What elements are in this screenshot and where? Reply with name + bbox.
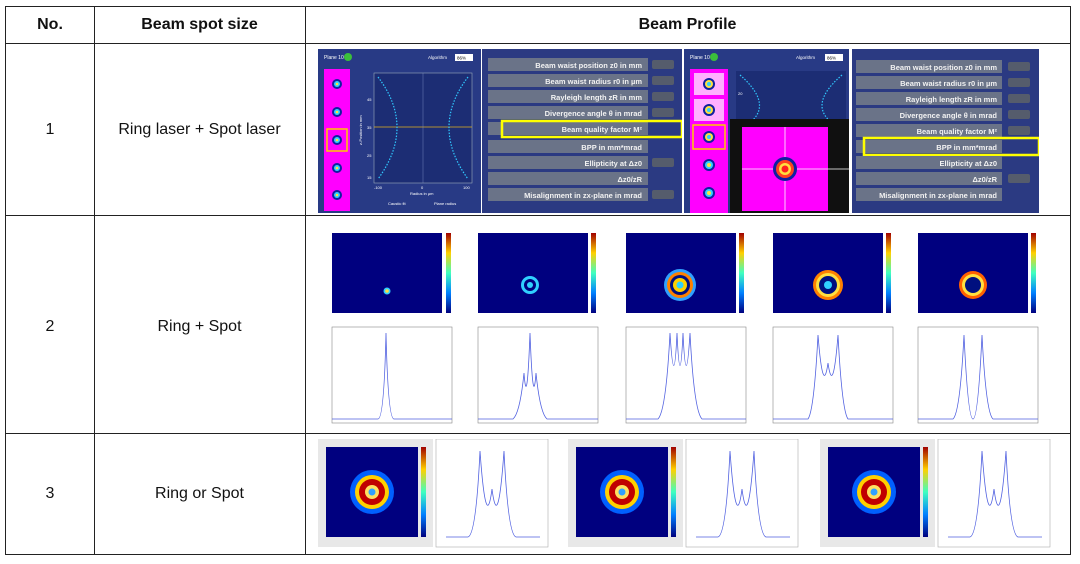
col-divider-2 xyxy=(305,7,306,554)
row1-caustic-svg: Plane 10 Algorithm 86% 45 35 25 xyxy=(318,49,481,213)
row2-size: Ring + Spot xyxy=(157,318,242,335)
param-left-8: Δz0/zR xyxy=(617,175,642,184)
row-divider-header xyxy=(6,43,1070,44)
panel2-algo: Algorithm xyxy=(796,55,815,60)
row3-simulation-plots xyxy=(318,439,1063,549)
param-left-7: Ellipticity at Δz0 xyxy=(585,159,643,168)
panel2-tick: 20 xyxy=(738,91,743,96)
panel1-xtick-1: -100 xyxy=(374,185,383,190)
row3-profile-3 xyxy=(937,439,1051,548)
row1-beam-image-panel: Plane 10 Algorithm 86% 20 xyxy=(684,49,849,213)
row3-profile-1 xyxy=(435,439,549,548)
row1-params-left-panel: Beam waist position z0 in mm Beam waist … xyxy=(482,49,682,213)
row3-simulation-svg xyxy=(318,439,1051,548)
panel1-legend-1: Caustic fit xyxy=(388,201,406,206)
panel1-ytick-4: 15 xyxy=(367,175,372,180)
row2-profile-2 xyxy=(477,326,599,424)
row2-no: 2 xyxy=(45,318,55,335)
row1-params-right-svg: Beam waist position z0 in mm Beam waist … xyxy=(852,49,1039,213)
header-beam-spot-size: Beam spot size xyxy=(141,16,258,33)
param-right-2: Beam waist radius r0 in µm xyxy=(900,79,997,88)
panel1-algo-val: 86% xyxy=(457,56,466,61)
row1-no: 1 xyxy=(45,121,55,138)
param-left-4: Divergence angle θ in mrad xyxy=(545,109,643,118)
header-no: No. xyxy=(37,16,63,33)
row-divider-1 xyxy=(6,215,1070,216)
row2-profile-5 xyxy=(917,326,1039,424)
row2-intensity-map-4 xyxy=(773,233,891,313)
param-left-3: Rayleigh length zR in mm xyxy=(551,93,643,102)
param-right-1: Beam waist position z0 in mm xyxy=(890,63,997,72)
row2-profile-4 xyxy=(772,326,894,424)
row2-profile-3 xyxy=(625,326,747,424)
comparison-table: No. Beam spot size Beam Profile 1 Ring l… xyxy=(5,6,1071,555)
row2-intensity-map-1 xyxy=(332,233,451,313)
panel1-ytick-1: 45 xyxy=(367,97,372,102)
param-right-3: Rayleigh length zR in mm xyxy=(906,95,998,104)
panel1-ylabel: z-Position in mm xyxy=(358,115,363,145)
panel1-xlabel: Radius in µm xyxy=(410,191,434,196)
param-right-5: Beam quality factor M² xyxy=(917,127,998,136)
row2-profile-1 xyxy=(331,326,453,424)
panel1-plane: Plane 10 xyxy=(324,55,344,61)
param-right-4: Divergence angle θ in mrad xyxy=(900,111,998,120)
param-left-1: Beam waist position z0 in mm xyxy=(535,61,642,70)
row1-params-left-svg: Beam waist position z0 in mm Beam waist … xyxy=(482,49,682,213)
param-right-9: Misalignment in zx-plane in mrad xyxy=(879,191,997,200)
row3-profile-2 xyxy=(685,439,799,548)
panel1-beam-thumbnails xyxy=(326,79,348,200)
row3-no: 3 xyxy=(45,485,55,502)
row1-caustic-panel: Plane 10 Algorithm 86% 45 35 25 xyxy=(318,49,481,213)
row2-simulation-plots xyxy=(318,223,1063,429)
col-divider-1 xyxy=(94,7,95,554)
param-right-8: Δz0/zR xyxy=(972,175,997,184)
row-divider-2 xyxy=(6,433,1070,434)
panel1-legend-2: Plane radius xyxy=(434,201,456,206)
row2-simulation-svg xyxy=(331,233,1039,424)
row1-size: Ring laser + Spot laser xyxy=(118,121,281,138)
panel2-plane: Plane 10 xyxy=(690,55,710,61)
row3-intensity-map-1 xyxy=(318,439,433,547)
param-left-2: Beam waist radius r0 in µm xyxy=(545,77,642,86)
panel1-ytick-3: 25 xyxy=(367,153,372,158)
header-beam-profile: Beam Profile xyxy=(638,16,737,33)
row2-intensity-map-3 xyxy=(626,233,744,313)
row3-intensity-map-3 xyxy=(820,439,935,547)
row3-size: Ring or Spot xyxy=(155,485,244,502)
param-left-9: Misalignment in zx-plane in mrad xyxy=(524,191,642,200)
param-right-7: Ellipticity at Δz0 xyxy=(940,159,998,168)
row1-params-right-panel: Beam waist position z0 in mm Beam waist … xyxy=(852,49,1039,213)
panel2-algo-val: 86% xyxy=(827,56,836,61)
row2-intensity-map-5 xyxy=(918,233,1036,313)
param-left-5: Beam quality factor M² xyxy=(562,125,643,134)
param-left-6: BPP in mm*mrad xyxy=(581,143,642,152)
row3-intensity-map-2 xyxy=(568,439,683,547)
param-right-6: BPP in mm*mrad xyxy=(936,143,997,152)
panel1-ytick-2: 35 xyxy=(367,125,372,130)
panel1-algo: Algorithm xyxy=(428,55,447,60)
row2-intensity-map-2 xyxy=(478,233,596,313)
panel1-xtick-3: 100 xyxy=(463,185,470,190)
row1-beam-image-svg: Plane 10 Algorithm 86% 20 xyxy=(684,49,849,213)
panel1-xtick-2: 0 xyxy=(421,185,424,190)
